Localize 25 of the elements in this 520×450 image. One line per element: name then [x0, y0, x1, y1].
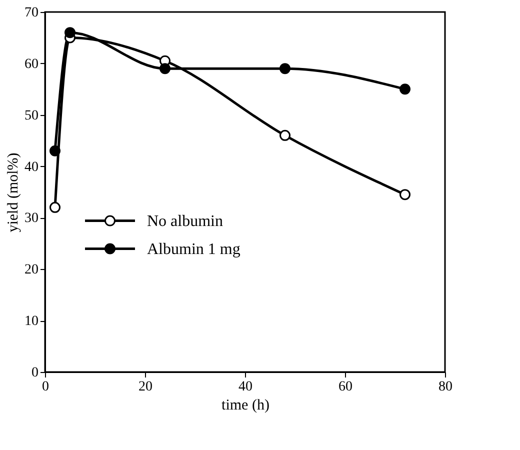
point [280, 63, 290, 74]
x-axis-title: time (h) [222, 398, 270, 414]
point [400, 84, 410, 95]
point [64, 27, 76, 38]
point [400, 189, 410, 200]
legend-label: Albumin 1 mg [147, 240, 240, 258]
y-tick-label: 70 [24, 6, 38, 20]
point [50, 145, 60, 156]
x-tick-label: 0 [42, 380, 49, 394]
y-tick-label: 40 [24, 160, 38, 175]
y-tick-label: 20 [24, 262, 38, 278]
point [280, 130, 290, 141]
point [50, 202, 60, 213]
y-tick-label: 10 [24, 314, 38, 330]
x-tick-label: 60 [338, 380, 352, 394]
y-tick-label: 50 [24, 108, 38, 124]
point [160, 63, 170, 74]
y-tick-label: 0 [32, 366, 38, 380]
x-tick-label: 40 [238, 380, 252, 394]
x-tick-label: 80 [438, 380, 452, 394]
legend-label: No albumin [147, 212, 223, 230]
y-tick-label: 60 [24, 56, 38, 72]
y-tick-label: 30 [24, 211, 38, 226]
x-tick-label: 20 [138, 380, 152, 394]
y-axis-title: yield (mol%) [6, 152, 22, 232]
